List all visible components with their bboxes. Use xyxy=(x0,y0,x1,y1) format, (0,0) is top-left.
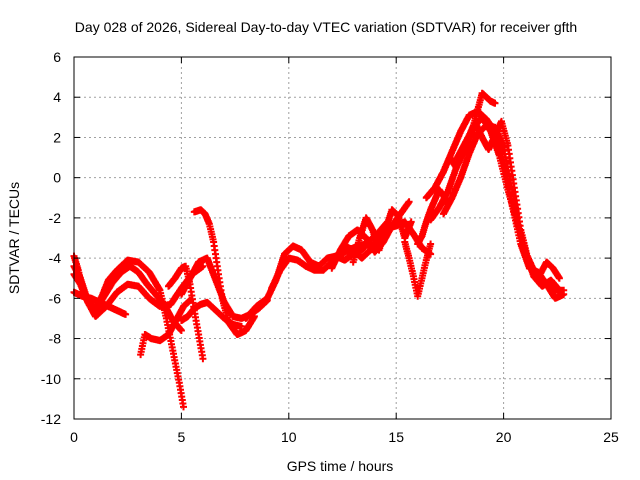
y-tick-label: -4 xyxy=(49,250,62,266)
y-tick-label: -2 xyxy=(49,210,62,226)
chart-title: Day 028 of 2026, Sidereal Day-to-day VTE… xyxy=(75,19,577,35)
series-arc15 xyxy=(401,238,435,300)
plot-frame xyxy=(73,56,612,420)
series-arc5 xyxy=(137,296,194,359)
x-tick-label: 20 xyxy=(496,429,512,445)
x-tick-label: 15 xyxy=(388,429,404,445)
y-tick-label: 0 xyxy=(53,170,61,186)
y-tick-label: -8 xyxy=(49,331,62,347)
data-point-markers xyxy=(446,117,563,282)
series-arc14 xyxy=(349,206,415,266)
x-tick-label: 25 xyxy=(603,429,619,445)
series-arc9 xyxy=(190,206,258,338)
axis-ticks: 0 5 10 15 20 25 -12 -10 -8 -6 -4 -2 0 2 4 6 xyxy=(41,49,619,445)
y-tick-label: 6 xyxy=(53,49,61,65)
data-point-markers xyxy=(401,238,435,300)
x-tick-label: 5 xyxy=(178,429,186,445)
y-axis-label: SDTVAR / TECUs xyxy=(6,182,22,294)
x-tick-label: 10 xyxy=(281,429,297,445)
x-tick-label: 0 xyxy=(70,429,78,445)
y-tick-label: -12 xyxy=(41,411,61,427)
x-axis-label: GPS time / hours xyxy=(287,458,394,474)
grid-lines xyxy=(74,57,611,419)
series-arc21 xyxy=(446,117,563,282)
y-tick-label: -6 xyxy=(49,290,62,306)
y-tick-label: -10 xyxy=(41,371,61,387)
data-point-markers xyxy=(137,296,194,359)
data-point-markers xyxy=(349,206,415,266)
y-tick-label: 4 xyxy=(53,89,61,105)
y-tick-label: 2 xyxy=(53,129,61,145)
data-point-markers xyxy=(190,206,258,338)
